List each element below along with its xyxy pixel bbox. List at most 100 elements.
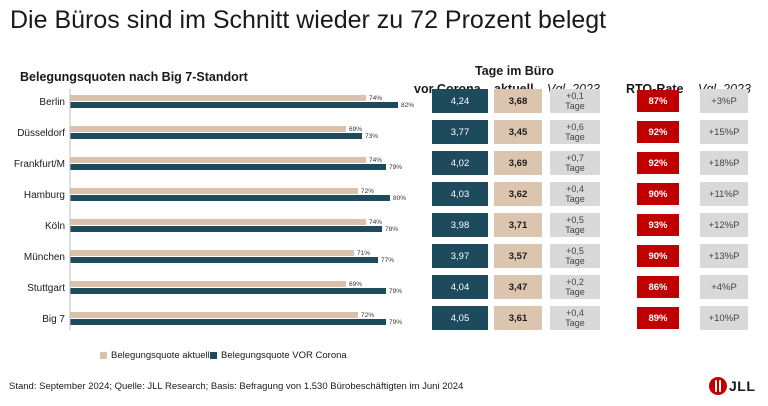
bar-vor-corona	[70, 195, 390, 201]
data-label-vor-corona: 77%	[381, 257, 394, 264]
cell-aktuell: 3,69	[494, 151, 542, 175]
data-label-vor-corona: 80%	[393, 195, 406, 202]
data-label-aktuell: 72%	[361, 188, 374, 195]
legend-label-aktuell: Belegungsquote aktuell	[111, 350, 210, 361]
bar-vor-corona	[70, 164, 386, 170]
vgl-2023-value: +0,6	[566, 122, 584, 132]
data-label-vor-corona: 82%	[401, 102, 414, 109]
cell-rto-rate: 90%	[637, 183, 679, 205]
cell-vor-corona: 4,02	[432, 151, 488, 175]
header-tage-im-buero: Tage im Büro	[475, 64, 554, 78]
legend-swatch-vor-corona	[210, 352, 217, 359]
cell-vor-corona: 4,03	[432, 182, 488, 206]
bar-aktuell	[70, 157, 366, 163]
data-label-vor-corona: 78%	[385, 226, 398, 233]
data-label-aktuell: 69%	[349, 126, 362, 133]
category-label: Hamburg	[24, 190, 65, 201]
vgl-2023-unit: Tage	[565, 132, 585, 142]
cell-vgl-2023: +0,2 Tage	[550, 275, 600, 299]
category-label: München	[24, 252, 65, 263]
category-label: Frankfurt/M	[14, 159, 65, 170]
vgl-2023-value: +0,4	[566, 184, 584, 194]
cell-rto-rate: 86%	[637, 276, 679, 298]
cell-vor-corona: 3,77	[432, 120, 488, 144]
cell-rto-vgl-2023: +13%P	[700, 244, 748, 268]
legend-swatch-aktuell	[100, 352, 107, 359]
cell-vor-corona: 4,04	[432, 275, 488, 299]
cell-vgl-2023: +0,4 Tage	[550, 306, 600, 330]
bar-aktuell	[70, 312, 358, 318]
bar-vor-corona	[70, 257, 378, 263]
data-label-vor-corona: 79%	[389, 319, 402, 326]
cell-rto-vgl-2023: +12%P	[700, 213, 748, 237]
bar-aktuell	[70, 95, 366, 101]
vgl-2023-unit: Tage	[565, 318, 585, 328]
cell-rto-rate: 93%	[637, 214, 679, 236]
page-title: Die Büros sind im Schnitt wieder zu 72 P…	[10, 6, 607, 34]
cell-aktuell: 3,68	[494, 89, 542, 113]
cell-vgl-2023: +0,5 Tage	[550, 244, 600, 268]
cell-vor-corona: 3,97	[432, 244, 488, 268]
data-label-vor-corona: 73%	[365, 133, 378, 140]
bar-vor-corona	[70, 226, 382, 232]
cell-vgl-2023: +0,6 Tage	[550, 120, 600, 144]
category-label: Big 7	[42, 314, 65, 325]
cell-vor-corona: 4,05	[432, 306, 488, 330]
cell-rto-rate: 92%	[637, 121, 679, 143]
cell-vgl-2023: +0,4 Tage	[550, 182, 600, 206]
bar-vor-corona	[70, 102, 398, 108]
cell-vgl-2023: +0,1 Tage	[550, 89, 600, 113]
cell-rto-vgl-2023: +10%P	[700, 306, 748, 330]
bar-aktuell	[70, 250, 354, 256]
cell-rto-rate: 92%	[637, 152, 679, 174]
vgl-2023-unit: Tage	[565, 256, 585, 266]
bar-aktuell	[70, 188, 358, 194]
data-label-aktuell: 71%	[357, 250, 370, 257]
data-label-vor-corona: 79%	[389, 288, 402, 295]
bar-vor-corona	[70, 319, 386, 325]
vgl-2023-value: +0,4	[566, 308, 584, 318]
legend-item-aktuell: Belegungsquote aktuell	[100, 350, 210, 361]
data-label-aktuell: 74%	[369, 219, 382, 226]
bar-aktuell	[70, 219, 366, 225]
cell-aktuell: 3,47	[494, 275, 542, 299]
vgl-2023-value: +0,5	[566, 246, 584, 256]
cell-aktuell: 3,45	[494, 120, 542, 144]
cell-aktuell: 3,62	[494, 182, 542, 206]
cell-rto-vgl-2023: +3%P	[700, 89, 748, 113]
vgl-2023-value: +0,1	[566, 91, 584, 101]
jll-logo-text: JLL	[729, 378, 756, 394]
category-label: Düsseldorf	[17, 128, 65, 139]
cell-aktuell: 3,61	[494, 306, 542, 330]
cell-rto-vgl-2023: +18%P	[700, 151, 748, 175]
cell-vgl-2023: +0,7 Tage	[550, 151, 600, 175]
vgl-2023-unit: Tage	[565, 194, 585, 204]
jll-logo: JLL	[709, 377, 755, 395]
vgl-2023-unit: Tage	[565, 287, 585, 297]
source-footnote: Stand: September 2024; Quelle: JLL Resea…	[9, 381, 464, 392]
data-label-vor-corona: 79%	[389, 164, 402, 171]
category-label: Köln	[45, 221, 65, 232]
legend-label-vor-corona: Belegungsquote VOR Corona	[221, 350, 347, 361]
vgl-2023-unit: Tage	[565, 225, 585, 235]
legend-item-vor-corona: Belegungsquote VOR Corona	[210, 350, 347, 361]
data-label-aktuell: 72%	[361, 312, 374, 319]
vgl-2023-unit: Tage	[565, 101, 585, 111]
bar-vor-corona	[70, 133, 362, 139]
cell-rto-vgl-2023: +11%P	[700, 182, 748, 206]
category-label: Berlin	[39, 97, 65, 108]
cell-rto-rate: 87%	[637, 90, 679, 112]
bar-vor-corona	[70, 288, 386, 294]
cell-aktuell: 3,57	[494, 244, 542, 268]
cell-vgl-2023: +0,5 Tage	[550, 213, 600, 237]
chart-subtitle: Belegungsquoten nach Big 7-Standort	[20, 70, 248, 84]
cell-vor-corona: 3,98	[432, 213, 488, 237]
cell-vor-corona: 4,24	[432, 89, 488, 113]
jll-logo-mark	[709, 377, 727, 395]
bar-aktuell	[70, 126, 346, 132]
data-label-aktuell: 74%	[369, 157, 382, 164]
category-label: Stuttgart	[27, 283, 65, 294]
bar-aktuell	[70, 281, 346, 287]
cell-rto-rate: 89%	[637, 307, 679, 329]
